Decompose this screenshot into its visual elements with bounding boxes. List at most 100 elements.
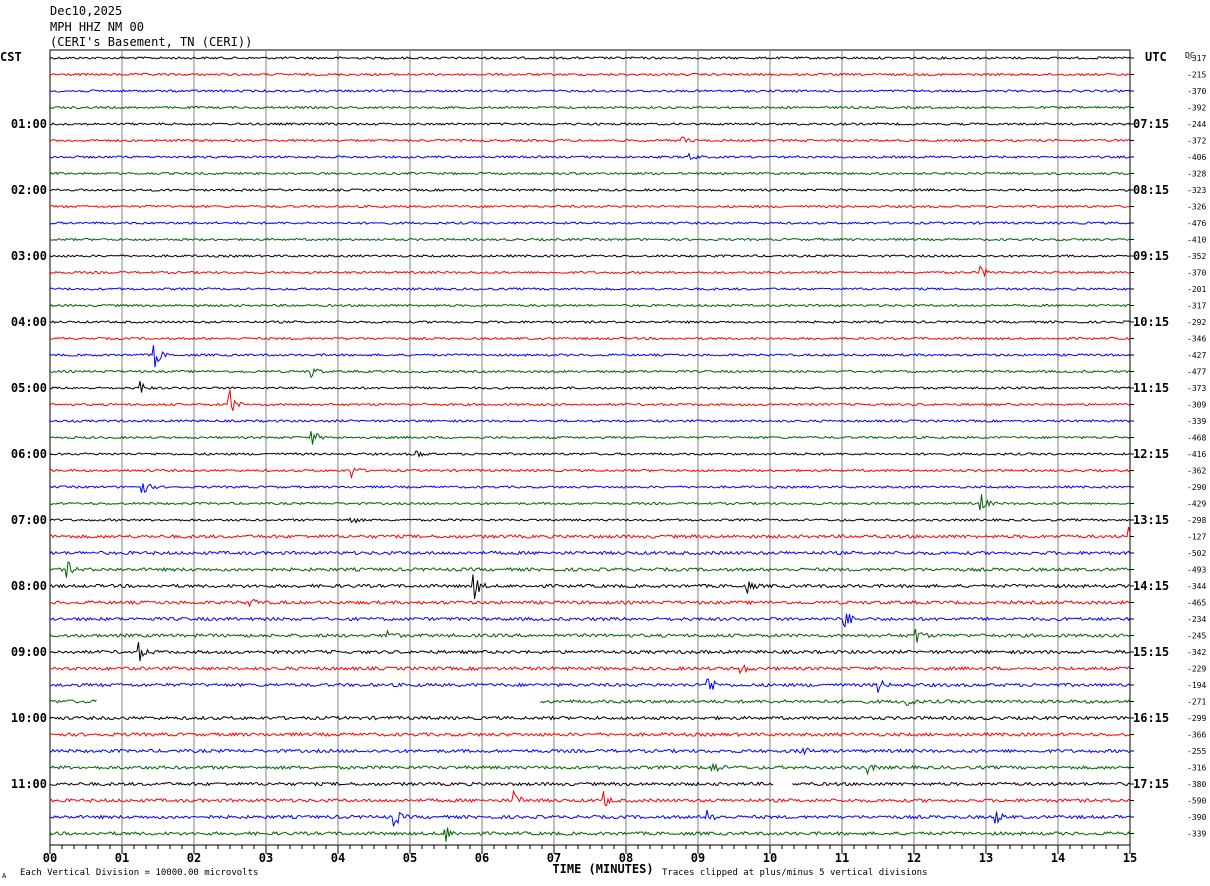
dc-offset-label: -339 — [1187, 830, 1206, 839]
cst-hour-label: 11:00 — [11, 777, 47, 791]
seismic-trace — [49, 303, 1131, 308]
cst-hour-label: 04:00 — [11, 315, 47, 329]
seismic-trace — [49, 827, 1131, 842]
seismic-trace — [49, 265, 1131, 278]
seismic-trace — [49, 731, 1131, 738]
x-tick-label: 13 — [979, 851, 993, 865]
dc-offset-label: -323 — [1187, 186, 1206, 195]
seismic-trace — [50, 698, 1131, 706]
dc-offset-label: -427 — [1187, 351, 1206, 360]
seismic-trace — [49, 762, 1131, 776]
dc-offset-label: -309 — [1187, 401, 1206, 410]
x-tick-label: 07 — [547, 851, 561, 865]
utc-hour-label: 12:15 — [1133, 447, 1169, 461]
seismic-trace — [49, 781, 1131, 787]
x-tick-label: 06 — [475, 851, 489, 865]
seismic-trace — [50, 664, 1131, 675]
dc-offset-label: -215 — [1187, 71, 1206, 80]
header-date: Dec10,2025 — [50, 4, 123, 18]
cst-hour-label: 10:00 — [11, 711, 47, 725]
dc-offset-label: -416 — [1187, 450, 1206, 459]
x-tick-label: 03 — [259, 851, 273, 865]
dc-offset-label: -362 — [1187, 467, 1206, 476]
seismic-trace — [49, 336, 1131, 341]
dc-offset-label: -298 — [1187, 516, 1206, 525]
seismic-trace — [49, 254, 1131, 258]
dc-offset-label: -352 — [1187, 252, 1206, 261]
seismic-trace — [49, 526, 1131, 539]
seismic-trace — [49, 678, 1131, 693]
dc-offset-label: -255 — [1187, 747, 1206, 756]
dc-offset-label: -317 — [1187, 54, 1206, 63]
seismic-trace — [49, 89, 1131, 93]
seismic-trace — [49, 122, 1131, 126]
dc-offset-label: -342 — [1187, 648, 1206, 657]
x-tick-label: 05 — [403, 851, 417, 865]
utc-hour-label: 08:15 — [1133, 183, 1169, 197]
seismic-trace — [49, 188, 1131, 192]
dc-offset-label: -344 — [1187, 582, 1206, 591]
utc-hour-label: 16:15 — [1133, 711, 1169, 725]
dc-offset-label: -326 — [1187, 203, 1206, 212]
clip-note: Traces clipped at plus/minus 5 vertical … — [662, 868, 928, 878]
dc-offset-label: -346 — [1187, 335, 1206, 344]
dc-offset-label: -468 — [1187, 434, 1206, 443]
seismic-trace — [49, 221, 1131, 225]
corner-mark: A — [2, 872, 7, 880]
seismic-trace — [49, 431, 1131, 445]
dc-offset-label: -317 — [1187, 302, 1206, 311]
utc-hour-label: 09:15 — [1133, 249, 1169, 263]
seismic-trace — [50, 598, 1131, 608]
cst-hour-label: 07:00 — [11, 513, 47, 527]
x-tick-label: 08 — [619, 851, 633, 865]
dc-offset-label: -380 — [1187, 780, 1206, 789]
seismic-trace — [49, 345, 1131, 368]
seismic-trace — [49, 747, 1131, 756]
dc-offset-label: -392 — [1187, 104, 1206, 113]
seismic-trace — [49, 56, 1131, 60]
dc-offset-label: -429 — [1187, 500, 1206, 509]
seismic-trace — [49, 72, 1131, 77]
seismic-trace — [49, 494, 1131, 511]
dc-offset-label: -194 — [1187, 681, 1206, 690]
header-station: MPH HHZ NM 00 — [50, 20, 144, 34]
dc-offset-label: -406 — [1187, 153, 1206, 162]
seismic-trace — [49, 715, 1131, 721]
x-tick-label: 12 — [907, 851, 921, 865]
dc-offset-label: -201 — [1187, 285, 1206, 294]
seismic-trace — [49, 628, 1131, 643]
dc-offset-label: -127 — [1187, 533, 1206, 542]
seismic-trace — [49, 642, 1131, 662]
scale-note: Each Vertical Division = 10000.00 microv… — [20, 868, 258, 878]
dc-offset-label: -245 — [1187, 632, 1206, 641]
x-tick-label: 00 — [43, 851, 57, 865]
dc-offset-label: -476 — [1187, 219, 1206, 228]
seismic-trace — [49, 152, 1131, 160]
dc-offset-label: -370 — [1187, 87, 1206, 96]
dc-offset-label: -493 — [1187, 566, 1206, 575]
seismic-trace — [49, 204, 1131, 209]
cst-hour-label: 05:00 — [11, 381, 47, 395]
x-tick-label: 01 — [115, 851, 129, 865]
seismic-trace — [49, 390, 1131, 411]
dc-offset-label: -271 — [1187, 698, 1206, 707]
x-tick-label: 09 — [691, 851, 705, 865]
dc-offset-label: -370 — [1187, 269, 1206, 278]
dc-offset-label: -373 — [1187, 384, 1206, 393]
seismic-trace — [49, 419, 1131, 423]
utc-hour-label: 11:15 — [1133, 381, 1169, 395]
seismic-trace — [49, 105, 1131, 110]
x-tick-label: 02 — [187, 851, 201, 865]
utc-hour-label: 15:15 — [1133, 645, 1169, 659]
dc-offset-label: -290 — [1187, 483, 1206, 492]
cst-label: CST — [0, 50, 22, 64]
seismic-trace — [49, 287, 1131, 291]
dc-offset-label: -244 — [1187, 120, 1206, 129]
seismic-trace — [49, 467, 1131, 480]
seismic-trace — [49, 136, 1131, 144]
seismic-trace — [49, 516, 1131, 525]
dc-offset-label: -234 — [1187, 615, 1206, 624]
dc-offset-label: -292 — [1187, 318, 1206, 327]
dc-offset-label: -328 — [1187, 170, 1206, 179]
